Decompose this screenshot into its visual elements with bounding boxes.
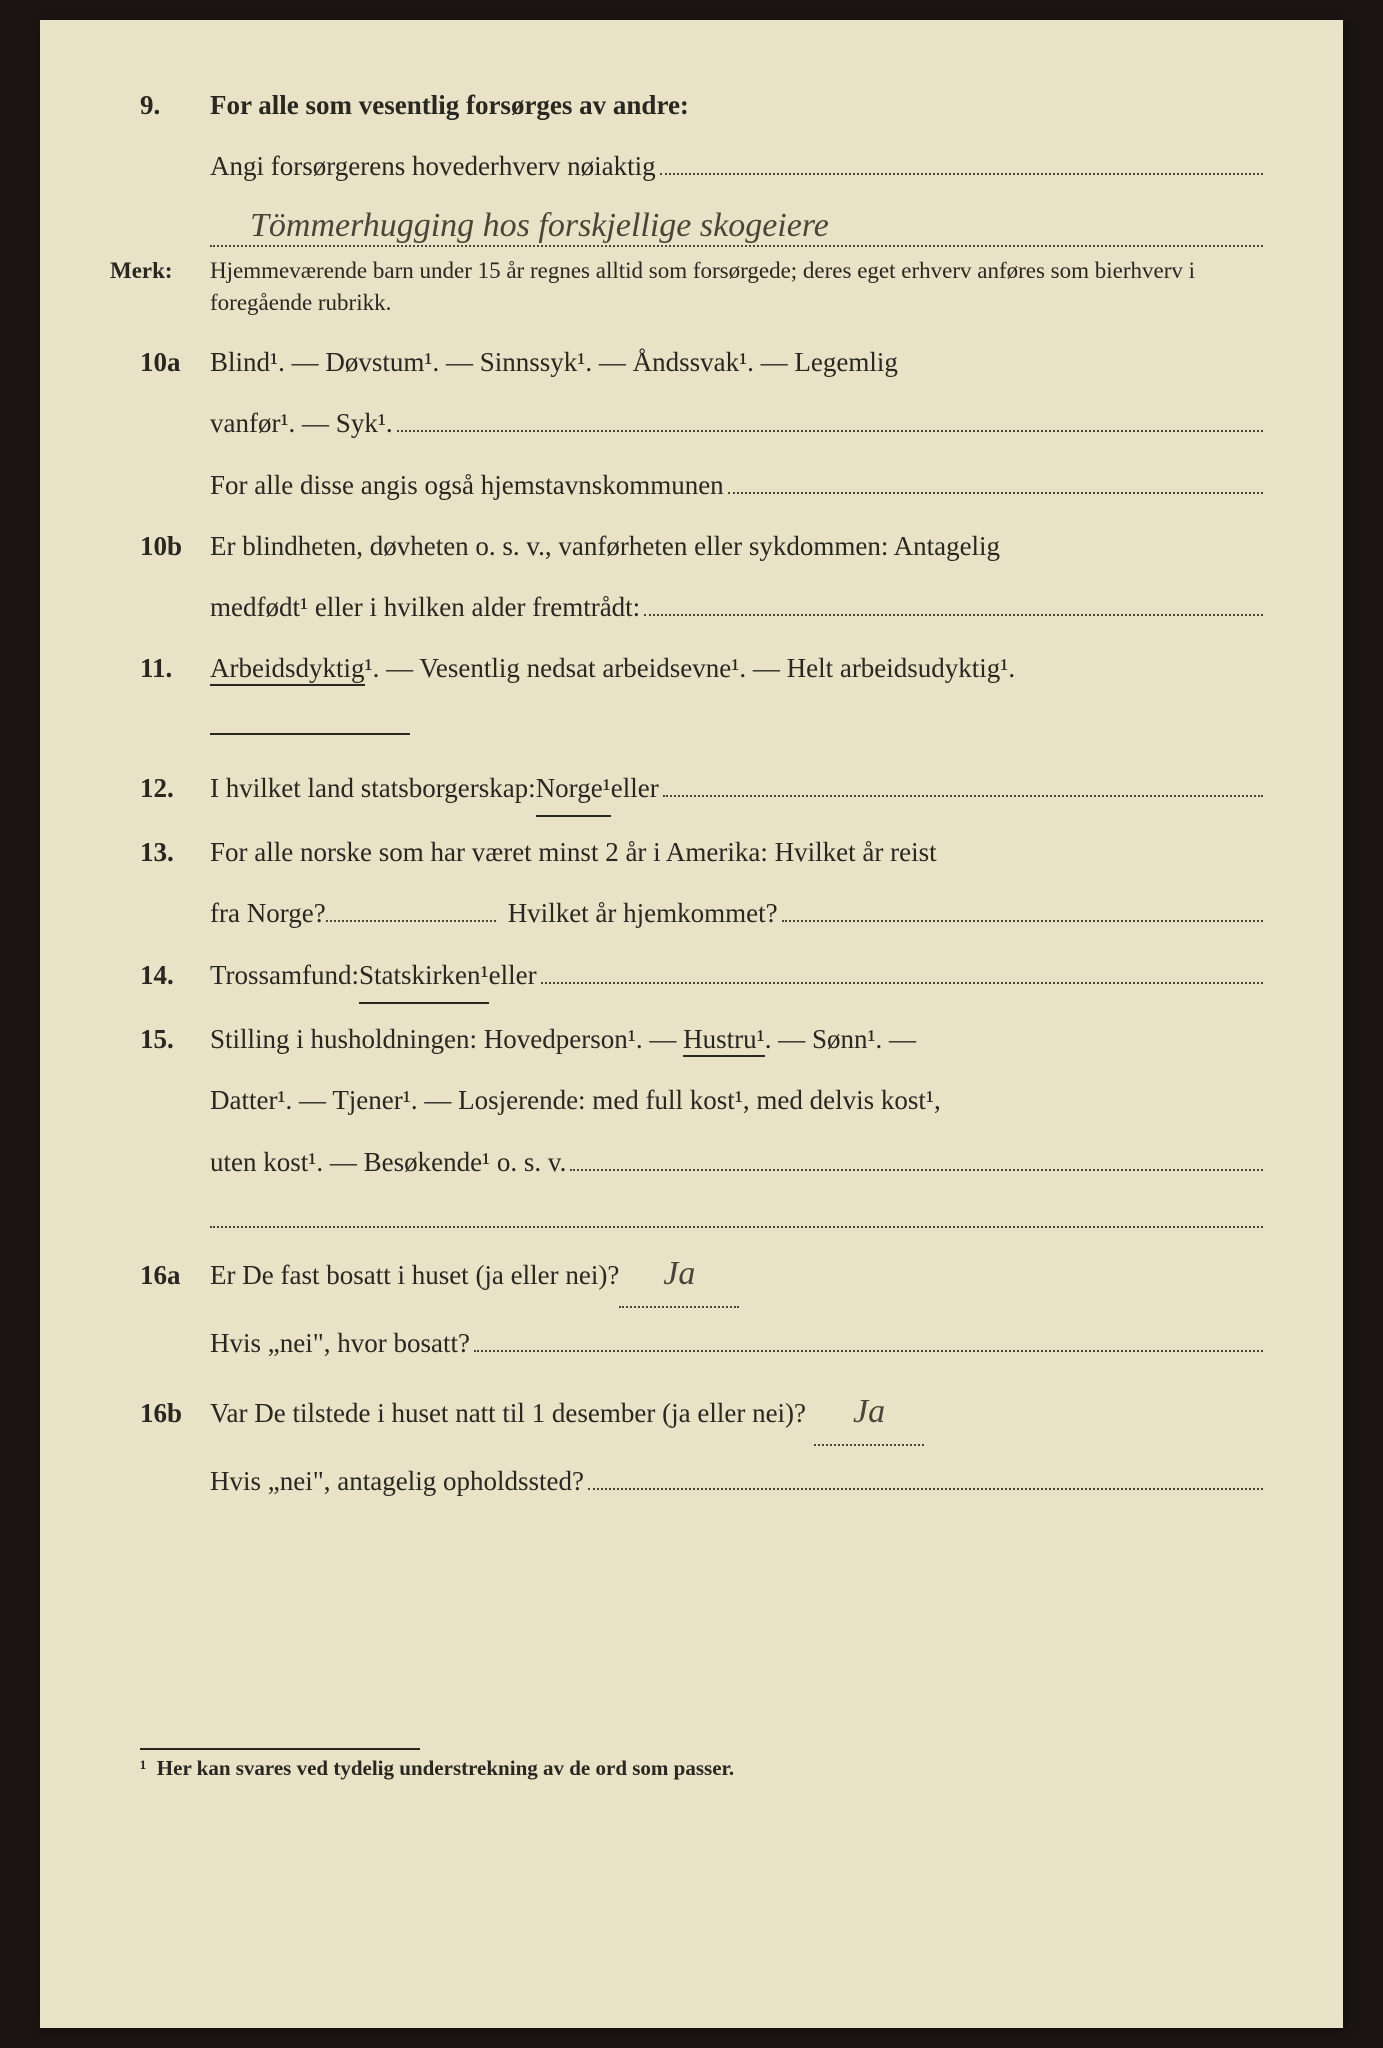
fill-line [541, 955, 1263, 984]
q9: 9. For alle som vesentlig forsørges av a… [140, 80, 1263, 131]
q10a: 10a Blind¹. — Døvstum¹. — Sinnssyk¹. — Å… [140, 337, 1263, 388]
q15-line3: uten kost¹. — Besøkende¹ o. s. v. [140, 1137, 1263, 1188]
footnote: ¹ Her kan svares ved tydelig understrekn… [140, 1756, 1263, 1781]
q10b: 10b Er blindheten, døvheten o. s. v., va… [140, 521, 1263, 572]
q13-number: 13. [140, 827, 210, 878]
q11-underlined: Arbeidsdyktig [210, 653, 365, 686]
q10b-line2: medfødt¹ eller i hvilken alder fremtrådt… [140, 582, 1263, 633]
q9-handwritten-line: Tömmerhugging hos forskjellige skogeiere [210, 203, 1263, 247]
footnote-rule [140, 1748, 420, 1750]
q12: 12. I hvilket land statsborgerskap: Norg… [140, 763, 1263, 817]
merk-note: Merk: Hjemmeværende barn under 15 år reg… [140, 255, 1263, 319]
q9-line2-text: Angi forsørgerens hovederhverv nøiaktig [210, 141, 656, 192]
q16a-number: 16a [140, 1250, 210, 1301]
q13-line1: For alle norske som har været minst 2 år… [210, 827, 1263, 878]
q13-line2a: fra Norge? [210, 888, 326, 939]
q10b-line2-text: medfødt¹ eller i hvilken alder fremtrådt… [210, 582, 640, 633]
q16b-line2: Hvis „nei", antagelig opholdssted? [140, 1456, 1263, 1507]
q10a-line2: vanfør¹. — Syk¹. [140, 398, 1263, 449]
q11-blank-line [210, 705, 410, 735]
q11-rest: ¹. — Vesentlig nedsat arbeidsevne¹. — He… [365, 653, 1016, 683]
q11: 11. Arbeidsdyktig¹. — Vesentlig nedsat a… [140, 643, 1263, 694]
q15-line2: Datter¹. — Tjener¹. — Losjerende: med fu… [140, 1075, 1263, 1126]
q15-underlined: Hustru¹ [683, 1024, 765, 1057]
q11-text: Arbeidsdyktig¹. — Vesentlig nedsat arbei… [210, 643, 1263, 694]
footnote-marker: ¹ [140, 1756, 146, 1780]
fill-line [663, 768, 1263, 797]
q10a-options2: vanfør¹. — Syk¹. [210, 398, 393, 449]
fill-line [728, 465, 1263, 494]
footnote-text: Her kan svares ved tydelig understreknin… [157, 1756, 734, 1780]
merk-label: Merk: [110, 255, 210, 319]
q13: 13. For alle norske som har været minst … [140, 827, 1263, 878]
q15-extra-line [210, 1198, 1263, 1228]
q16b-question: Var De tilstede i huset natt til 1 desem… [210, 1388, 806, 1439]
q14-prefix: Trossamfund: [210, 950, 359, 1001]
q10b-line1: Er blindheten, døvheten o. s. v., vanfør… [210, 521, 1263, 572]
q16b-line2-text: Hvis „nei", antagelig opholdssted? [210, 1456, 584, 1507]
fill-line [474, 1323, 1263, 1352]
q16b: 16b Var De tilstede i huset natt til 1 d… [140, 1380, 1263, 1447]
q9-handwritten-answer: Tömmerhugging hos forskjellige skogeiere [250, 207, 829, 245]
q15-line3-text: uten kost¹. — Besøkende¹ o. s. v. [210, 1137, 566, 1188]
q10a-options1: Blind¹. — Døvstum¹. — Sinnssyk¹. — Åndss… [210, 337, 1263, 388]
q16a: 16a Er De fast bosatt i huset (ja eller … [140, 1242, 1263, 1309]
q12-number: 12. [140, 763, 210, 814]
q12-underlined: Norge¹ [536, 763, 611, 817]
q15-line1: Stilling i husholdningen: Hovedperson¹. … [210, 1014, 1263, 1065]
q10a-line3: For alle disse angis også hjemstavnskomm… [140, 460, 1263, 511]
q15-number: 15. [140, 1014, 210, 1065]
fill-line [644, 587, 1263, 616]
q16a-answer-line: Ja [619, 1242, 739, 1309]
q11-number: 11. [140, 643, 210, 694]
q9-line1: For alle som vesentlig forsørges av andr… [210, 80, 1263, 131]
fill-line [660, 146, 1263, 175]
fill-line [570, 1142, 1263, 1171]
fill-line [326, 920, 496, 922]
q14-underlined: Statskirken¹ [359, 950, 489, 1004]
q16b-number: 16b [140, 1388, 210, 1439]
q13-line2: fra Norge? Hvilket år hjemkommet? [140, 888, 1263, 939]
q16a-question: Er De fast bosatt i huset (ja eller nei)… [210, 1250, 619, 1301]
q16b-answer-line: Ja [814, 1380, 924, 1447]
q14: 14. Trossamfund: Statskirken¹ eller [140, 950, 1263, 1004]
q15: 15. Stilling i husholdningen: Hovedperso… [140, 1014, 1263, 1065]
q16a-answer: Ja [663, 1255, 695, 1292]
merk-text: Hjemmeværende barn under 15 år regnes al… [210, 255, 1263, 319]
fill-line [782, 893, 1263, 922]
fill-line [397, 403, 1263, 432]
q16a-line2: Hvis „nei", hvor bosatt? [140, 1318, 1263, 1369]
q10a-line3-text: For alle disse angis også hjemstavnskomm… [210, 460, 724, 511]
q16b-answer: Ja [853, 1393, 885, 1430]
q13-line2b: Hvilket år hjemkommet? [508, 888, 778, 939]
q12-prefix: I hvilket land statsborgerskap: [210, 763, 536, 814]
q12-mid: eller [611, 763, 659, 814]
q14-number: 14. [140, 950, 210, 1001]
q10a-number: 10a [140, 337, 210, 388]
q14-suffix: eller [489, 950, 537, 1001]
q10b-number: 10b [140, 521, 210, 572]
fill-line [588, 1461, 1263, 1490]
q9-line2: Angi forsørgerens hovederhverv nøiaktig [140, 141, 1263, 192]
q15-line2-text: Datter¹. — Tjener¹. — Losjerende: med fu… [210, 1075, 1263, 1126]
q9-number: 9. [140, 80, 210, 131]
q16a-line2-text: Hvis „nei", hvor bosatt? [210, 1318, 470, 1369]
census-form-page: 9. For alle som vesentlig forsørges av a… [40, 20, 1343, 2028]
